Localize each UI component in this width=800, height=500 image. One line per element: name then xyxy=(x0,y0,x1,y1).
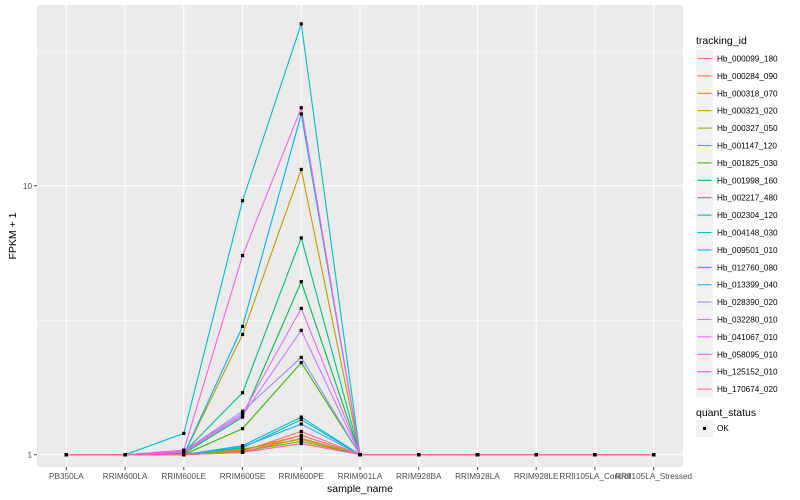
data-point xyxy=(182,453,186,457)
data-point xyxy=(240,324,245,328)
data-point xyxy=(299,106,303,110)
data-point xyxy=(299,236,303,240)
axes: PB350LA RRIM600LA RRIM600LE RRIM600SE RRIM60… xyxy=(23,182,693,481)
x-tick-label: RRIM600LE xyxy=(162,472,207,481)
x-tick-label: RRII105LA_Control xyxy=(559,472,630,481)
legend-label: Hb_028390_020 xyxy=(717,298,778,307)
data-point xyxy=(299,415,303,419)
data-point xyxy=(299,422,303,426)
legend-label: Hb_001825_030 xyxy=(717,159,778,168)
legend-label: Hb_002304_120 xyxy=(717,211,778,220)
data-point xyxy=(358,453,362,457)
data-point xyxy=(475,453,480,457)
legend-label: Hb_004148_030 xyxy=(717,229,778,238)
legend-label: Hb_013399_040 xyxy=(717,281,778,290)
legend-label: Hb_000284_090 xyxy=(717,72,778,81)
legend-label: Hb_000327_050 xyxy=(717,124,778,133)
data-point xyxy=(299,429,303,434)
data-point xyxy=(299,167,303,172)
data-point xyxy=(240,445,245,449)
x-tick-label: PB350LA xyxy=(49,472,84,481)
legend-label: Hb_032280_010 xyxy=(717,316,778,325)
y-tick-label: 1 xyxy=(27,451,32,460)
data-point xyxy=(299,418,303,422)
x-tick-label: RRIM600SE xyxy=(220,472,266,481)
data-point xyxy=(417,453,421,457)
y-axis-title: FPKM + 1 xyxy=(7,212,19,259)
data-point xyxy=(240,427,245,431)
data-point xyxy=(652,453,656,457)
legend-label: Hb_002217_480 xyxy=(717,194,778,203)
data-point xyxy=(240,391,245,395)
x-tick-label: RRII105LA_Stressed xyxy=(615,472,692,481)
legend-label: Hb_009501_010 xyxy=(717,246,778,255)
x-tick-label: RRIM600LA xyxy=(103,472,148,481)
data-point xyxy=(240,253,245,258)
x-tick-label: RRIM928LE xyxy=(514,472,559,481)
data-point xyxy=(299,437,303,441)
data-point xyxy=(182,448,186,452)
data-point xyxy=(299,306,303,310)
legend-label: Hb_001998_160 xyxy=(717,176,778,185)
x-tick-label: RRIM928BA xyxy=(396,472,442,481)
legend-items: Hb_000099_180 Hb_000284_090 Hb_000318_070 H… xyxy=(696,50,778,398)
data-point xyxy=(299,433,303,437)
data-point xyxy=(240,409,245,413)
data-points xyxy=(64,22,656,457)
legend-label: Hb_170674_020 xyxy=(717,385,778,394)
data-point xyxy=(299,328,303,332)
data-point xyxy=(299,441,303,446)
legend-label: Hb_041067_010 xyxy=(717,333,778,342)
legend-label: Hb_001147_120 xyxy=(717,142,777,151)
x-axis-title: sample_name xyxy=(327,483,393,495)
data-point xyxy=(593,453,597,457)
data-point xyxy=(240,450,245,454)
legend-label: Hb_000099_180 xyxy=(717,55,778,64)
x-tick-label: RRIM901LA xyxy=(338,472,383,481)
legend-label: Hb_000321_020 xyxy=(717,107,778,116)
data-point xyxy=(240,415,245,419)
data-point xyxy=(123,453,127,457)
legend-label: Hb_058095_010 xyxy=(717,350,778,359)
data-point xyxy=(299,361,303,365)
data-point xyxy=(182,431,186,435)
data-point xyxy=(299,355,303,360)
legend-label: Hb_000318_070 xyxy=(717,89,778,98)
data-point xyxy=(299,280,303,284)
data-point xyxy=(299,112,303,116)
point-legend-label: OK xyxy=(717,424,729,433)
legend-label: Hb_125152_010 xyxy=(717,368,778,377)
data-point xyxy=(240,332,245,337)
data-point xyxy=(299,439,303,444)
legend-label: Hb_012760_080 xyxy=(717,263,778,272)
data-point xyxy=(240,413,245,417)
data-point xyxy=(64,453,68,457)
data-point xyxy=(534,453,538,457)
legend-title: tracking_id xyxy=(696,35,747,47)
point-legend-title: quant_status xyxy=(696,407,756,419)
x-tick-label: RRIM600PE xyxy=(279,472,325,481)
data-point xyxy=(240,412,245,416)
x-tick-label: RRIM928LA xyxy=(455,472,500,481)
y-tick-label: 10 xyxy=(23,182,33,191)
data-point xyxy=(299,22,303,26)
data-point xyxy=(240,199,245,203)
point-legend-marker xyxy=(703,427,706,430)
legend: tracking_id Hb_000099_180Hb_000284_090Hb… xyxy=(696,35,778,437)
